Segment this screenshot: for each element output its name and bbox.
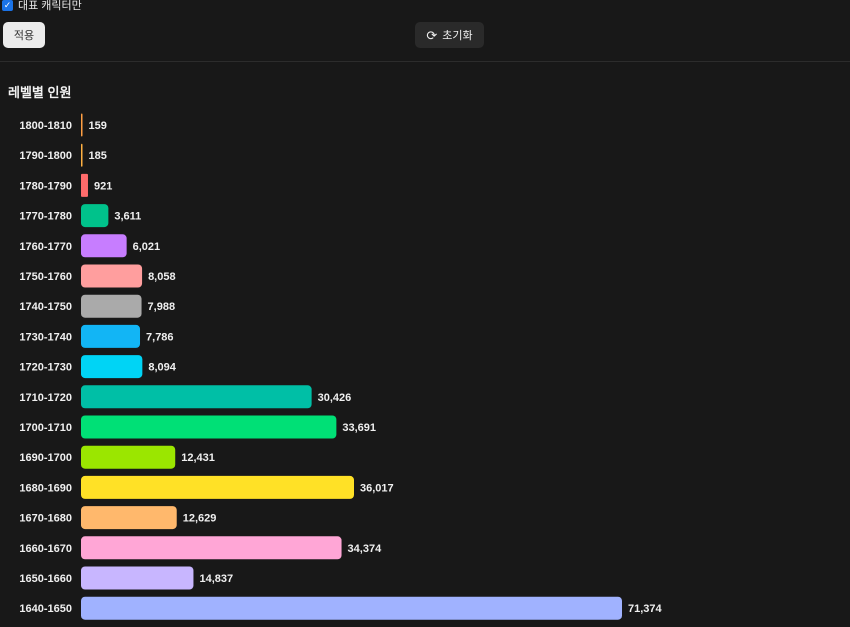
category-label: 1680-1690 xyxy=(19,482,72,494)
category-label: 1660-1670 xyxy=(19,543,72,555)
value-label: 8,094 xyxy=(148,362,176,374)
value-label: 7,786 xyxy=(146,331,174,343)
category-label: 1750-1760 xyxy=(19,271,72,283)
representative-checkbox[interactable]: ✓ xyxy=(2,0,13,11)
value-label: 71,374 xyxy=(628,603,663,615)
category-label: 1760-1770 xyxy=(19,241,72,253)
bar[interactable] xyxy=(81,294,142,318)
category-label: 1690-1700 xyxy=(19,452,72,464)
value-label: 36,017 xyxy=(360,482,394,494)
category-label: 1700-1710 xyxy=(19,422,72,434)
bar[interactable] xyxy=(81,385,312,409)
representative-checkbox-label: 대표 캐릭터만 xyxy=(18,0,82,12)
bar[interactable] xyxy=(81,475,355,499)
reset-button[interactable]: ⟳ 초기화 xyxy=(415,22,484,48)
bar[interactable] xyxy=(81,506,177,530)
apply-button[interactable]: 적용 xyxy=(3,22,45,48)
value-label: 159 xyxy=(89,120,107,132)
category-label: 1730-1740 xyxy=(19,331,72,343)
bar[interactable] xyxy=(81,445,176,469)
bar[interactable] xyxy=(81,596,622,620)
bar[interactable] xyxy=(81,264,143,288)
value-label: 12,629 xyxy=(183,513,217,525)
bar[interactable] xyxy=(81,113,83,137)
value-label: 3,611 xyxy=(114,211,141,223)
bar[interactable] xyxy=(81,143,83,167)
category-label: 1800-1810 xyxy=(19,120,72,132)
value-label: 6,021 xyxy=(133,241,161,253)
value-label: 33,691 xyxy=(342,422,376,434)
category-label: 1780-1790 xyxy=(19,180,72,192)
bar[interactable] xyxy=(81,536,342,560)
category-label: 1640-1650 xyxy=(19,603,72,615)
category-label: 1670-1680 xyxy=(19,513,72,525)
bar[interactable] xyxy=(81,355,143,379)
value-label: 14,837 xyxy=(199,573,233,585)
category-label: 1710-1720 xyxy=(19,392,72,404)
divider xyxy=(0,61,850,62)
bar[interactable] xyxy=(81,324,141,348)
value-label: 34,374 xyxy=(348,543,383,555)
category-label: 1720-1730 xyxy=(19,362,72,374)
bar[interactable] xyxy=(81,234,127,258)
refresh-icon: ⟳ xyxy=(426,27,438,43)
bar[interactable] xyxy=(81,204,109,228)
category-label: 1790-1800 xyxy=(19,150,72,162)
reset-button-label: 초기화 xyxy=(442,30,473,42)
value-label: 7,988 xyxy=(148,301,176,313)
value-label: 921 xyxy=(94,180,112,192)
chart-title: 레벨별 인원 xyxy=(8,85,72,100)
category-label: 1770-1780 xyxy=(19,211,72,223)
value-label: 12,431 xyxy=(181,452,215,464)
value-label: 185 xyxy=(89,150,107,162)
category-label: 1740-1750 xyxy=(19,301,72,313)
representative-filter[interactable]: ✓ 대표 캐릭터만 xyxy=(2,0,82,12)
value-label: 8,058 xyxy=(148,271,176,283)
bar[interactable] xyxy=(81,173,88,197)
bar[interactable] xyxy=(81,415,337,439)
category-label: 1650-1660 xyxy=(19,573,72,585)
value-label: 30,426 xyxy=(318,392,352,404)
bar[interactable] xyxy=(81,566,194,590)
